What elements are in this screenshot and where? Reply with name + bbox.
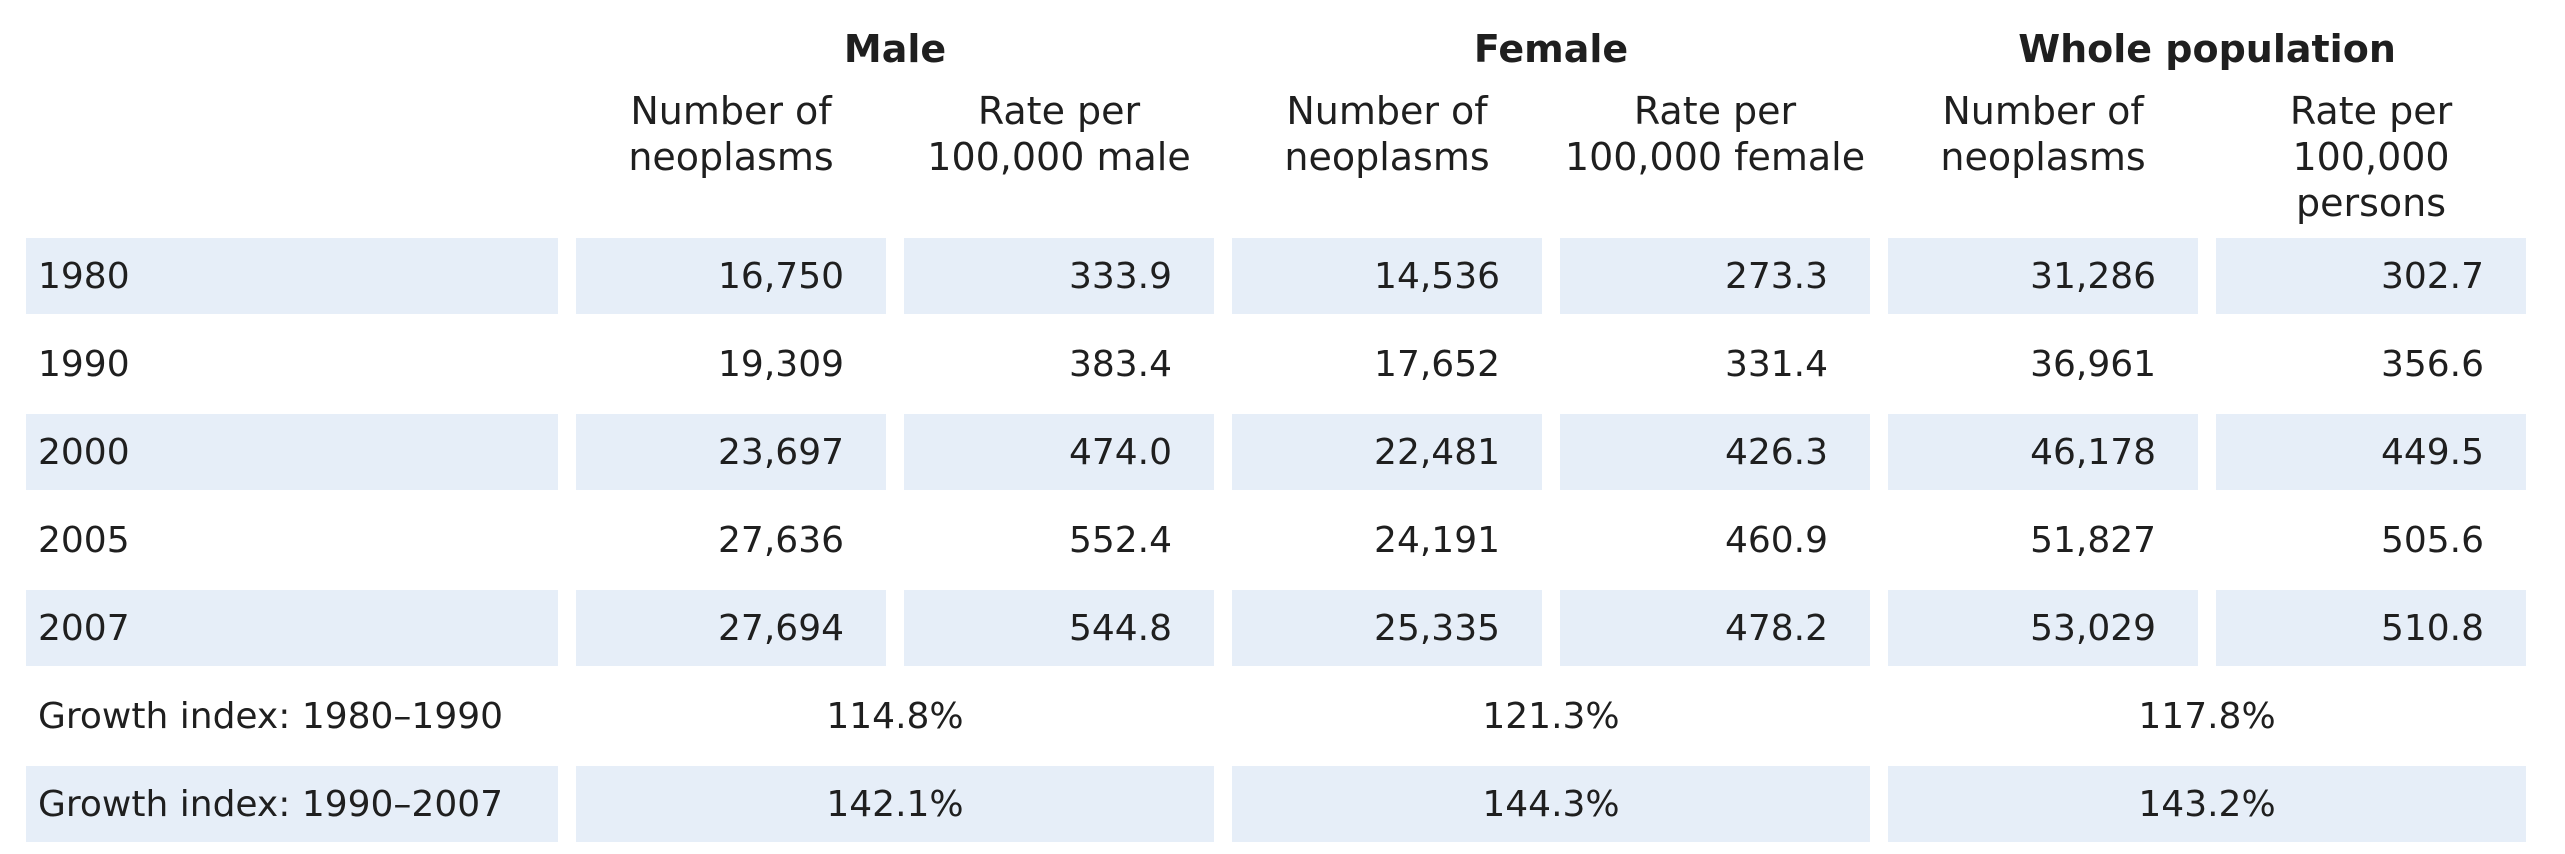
page: Male Female Whole population Number of ne… [26,27,2527,842]
cell-whole-number: 31,286 [1888,238,2199,314]
col-header-whole-rate: Rate per 100,000 persons [2289,89,2453,225]
group-header-male: Male [843,27,947,71]
table-row: 1980 16,750 333.9 14,536 273.3 31,286 30… [26,238,2527,314]
cell-whole-rate: 356.6 [2380,343,2485,385]
cell-female-number: 22,481 [1232,414,1543,490]
table-row: 2007 27,694 544.8 25,335 478.2 53,029 51… [26,590,2527,666]
cell-female-rate: 331.4 [1724,343,1829,385]
cell-male-number: 19,309 [718,343,844,385]
header-blank [26,88,558,226]
cell-female-number: 25,335 [1232,590,1543,666]
cell-female-rate: 460.9 [1724,519,1829,561]
growth-male: 142.1% [576,766,1215,842]
table-row: 1990 19,309 383.4 17,652 331.4 36,961 35… [26,326,2526,402]
cell-male-rate: 552.4 [1068,519,1173,561]
row-year: 1980 [26,238,558,314]
cell-whole-number: 51,827 [2030,519,2157,561]
cell-female-rate: 273.3 [1560,238,1871,314]
cell-whole-rate: 302.7 [2216,238,2527,314]
row-year: 1990 [38,343,130,385]
cell-whole-number: 36,961 [2030,343,2157,385]
growth-female: 144.3% [1232,766,1871,842]
header-blank [26,22,558,76]
cell-female-number: 24,191 [1374,519,1501,561]
cell-female-number: 17,652 [1374,343,1501,385]
cell-whole-number: 46,178 [1888,414,2199,490]
col-header-male-number: Number of neoplasms [628,89,834,179]
col-header-female-rate: Rate per 100,000 female [1564,89,1866,179]
cell-female-rate: 426.3 [1560,414,1871,490]
cell-female-rate: 478.2 [1560,590,1871,666]
cell-male-rate: 383.4 [1068,343,1173,385]
table-row: 2000 23,697 474.0 22,481 426.3 46,178 44… [26,414,2527,490]
cell-whole-number: 53,029 [1888,590,2199,666]
growth-female: 121.3% [1482,695,1620,737]
cell-male-number: 27,694 [576,590,886,666]
group-header-row: Male Female Whole population [26,22,2526,76]
growth-whole-population: 117.8% [2138,695,2276,737]
growth-row: Growth index: 1990–2007 142.1% 144.3% 14… [26,766,2527,842]
growth-row: Growth index: 1980–1990 114.8% 121.3% 11… [26,678,2526,754]
cell-male-rate: 474.0 [904,414,1215,490]
table-row: 2005 27,636 552.4 24,191 460.9 51,827 50… [26,502,2526,578]
cell-male-rate: 544.8 [904,590,1215,666]
col-header-male-rate: Rate per 100,000 male [927,89,1191,179]
row-year: 2007 [26,590,558,666]
group-header-whole-population: Whole population [2018,27,2396,71]
row-year: 2000 [26,414,558,490]
group-header-female: Female [1473,27,1629,71]
cell-whole-rate: 510.8 [2216,590,2527,666]
neoplasm-statistics-table: Male Female Whole population Number of ne… [8,10,2544,854]
growth-label: Growth index: 1990–2007 [26,766,558,842]
growth-whole-population: 143.2% [1888,766,2527,842]
growth-label: Growth index: 1980–1990 [38,695,504,737]
cell-male-rate: 333.9 [904,238,1215,314]
cell-male-number: 16,750 [576,238,886,314]
row-year: 2005 [38,519,130,561]
cell-whole-rate: 505.6 [2380,519,2485,561]
growth-male: 114.8% [826,695,964,737]
cell-whole-rate: 449.5 [2216,414,2527,490]
cell-female-number: 14,536 [1232,238,1543,314]
sub-header-row: Number of neoplasms Rate per 100,000 male … [26,88,2526,226]
col-header-female-number: Number of neoplasms [1284,89,1490,179]
cell-male-number: 27,636 [718,519,844,561]
col-header-whole-number: Number of neoplasms [1940,89,2146,179]
cell-male-number: 23,697 [576,414,886,490]
